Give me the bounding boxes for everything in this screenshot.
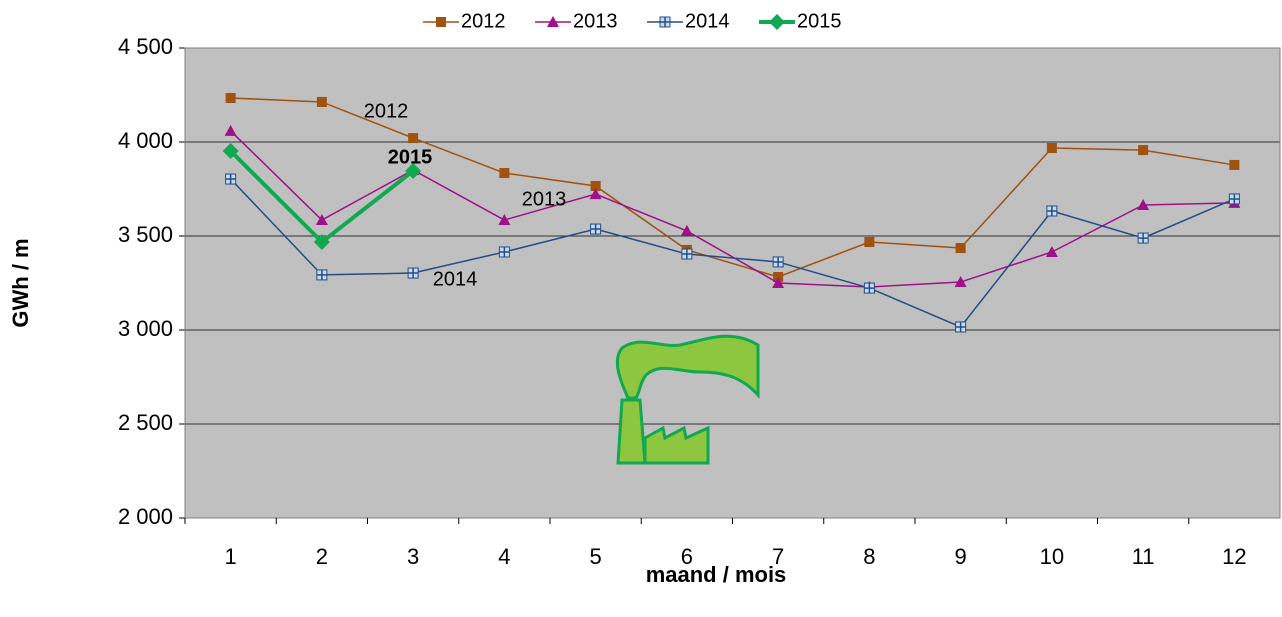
x-tick-label: 10 <box>1040 544 1064 569</box>
annotation: 2013 <box>522 188 567 210</box>
marker <box>436 17 446 27</box>
x-tick-label: 12 <box>1222 544 1246 569</box>
x-axis-label: maand / mois <box>646 562 787 587</box>
y-tick-label: 4 000 <box>118 128 173 153</box>
legend-label: 2014 <box>685 10 730 32</box>
legend-label: 2012 <box>461 10 506 32</box>
marker <box>408 133 418 143</box>
annotation: 2012 <box>364 100 409 122</box>
marker <box>1047 143 1057 153</box>
marker <box>1138 145 1148 155</box>
x-tick-label: 11 <box>1132 544 1155 569</box>
x-tick-label: 1 <box>225 544 237 569</box>
x-tick-label: 3 <box>407 544 419 569</box>
x-tick-label: 2 <box>316 544 328 569</box>
y-axis-label: GWh / m <box>8 238 33 327</box>
marker <box>864 237 874 247</box>
y-tick-label: 2 000 <box>118 504 173 529</box>
marker <box>1229 160 1239 170</box>
chart: maand / mois GWh / m 2 000 2 500 3 000 3 50… <box>0 0 1282 617</box>
marker <box>769 14 785 30</box>
legend-label: 2015 <box>797 10 842 32</box>
marker <box>226 93 236 103</box>
y-tick-label: 2 500 <box>118 410 173 435</box>
plot-area <box>185 48 1280 518</box>
annotation: 2015 <box>388 146 433 168</box>
marker <box>317 97 327 107</box>
marker <box>499 168 509 178</box>
x-tick-label: 5 <box>590 544 602 569</box>
y-tick-label: 3 000 <box>118 316 173 341</box>
y-tick-label: 4 500 <box>118 34 173 59</box>
x-tick-label: 6 <box>681 544 693 569</box>
y-tick-label: 3 500 <box>118 222 173 247</box>
legend-label: 2013 <box>573 10 618 32</box>
x-tick-label: 8 <box>863 544 875 569</box>
annotation: 2014 <box>433 268 478 290</box>
x-tick-label: 4 <box>498 544 510 569</box>
marker <box>956 243 966 253</box>
x-tick-label: 9 <box>955 544 967 569</box>
x-tick-label: 7 <box>772 544 784 569</box>
